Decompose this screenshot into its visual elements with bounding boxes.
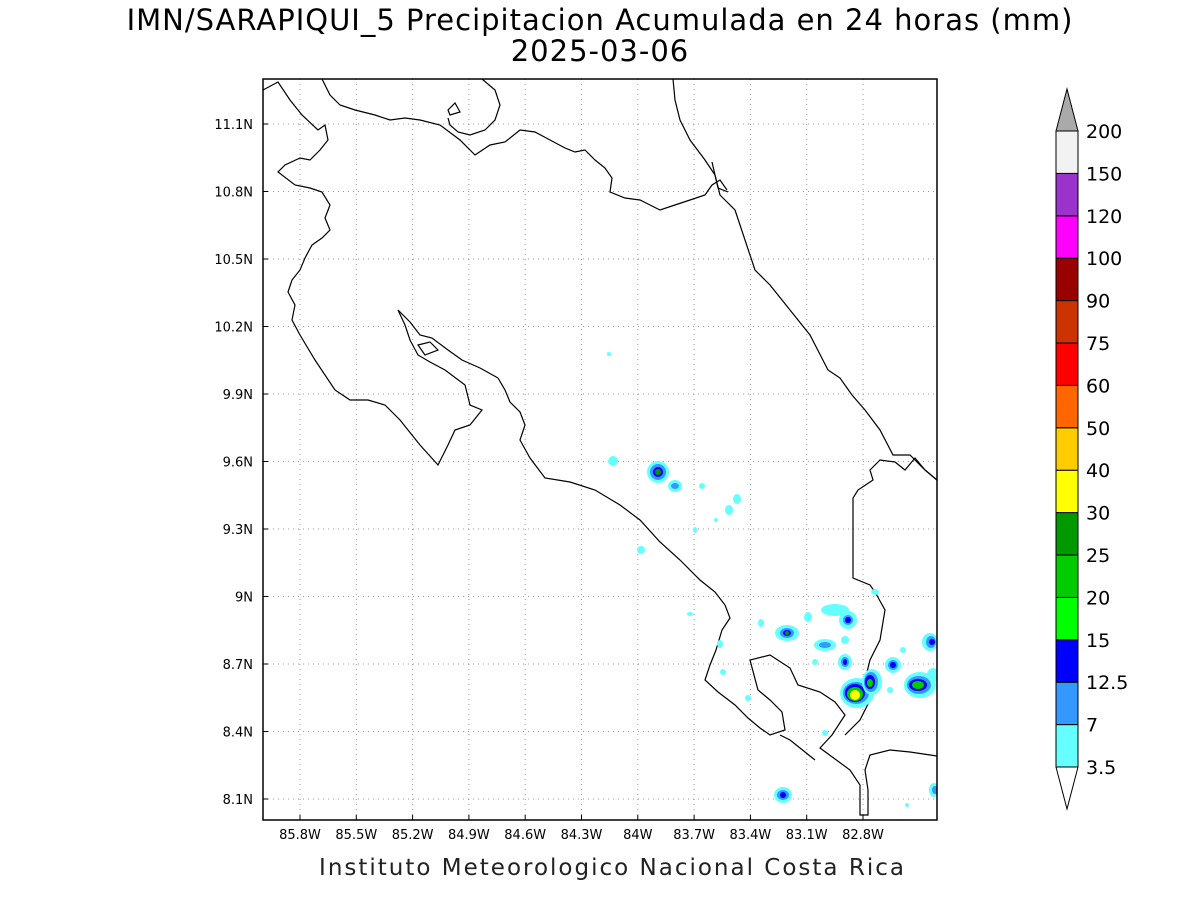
colorbar-label: 7 xyxy=(1086,715,1098,737)
colorbar-label: 50 xyxy=(1086,418,1110,440)
lon-tick-label: 84.6W xyxy=(504,828,546,843)
lon-tick-label: 83.1W xyxy=(786,828,828,843)
lat-tick-label: 8.7N xyxy=(223,658,253,673)
lon-tick-label: 84.9W xyxy=(448,828,490,843)
colorbar-swatch xyxy=(1055,512,1079,556)
colorbar-swatch xyxy=(1055,596,1079,641)
colorbar-swatch xyxy=(1055,257,1079,302)
lat-tick-label: 10.2N xyxy=(214,321,253,336)
lat-tick-label: 9.3N xyxy=(223,523,253,538)
precipitation-overlay xyxy=(607,352,937,807)
lat-tick-label: 9.9N xyxy=(223,388,253,403)
colorbar-label: 120 xyxy=(1086,206,1122,228)
colorbar-swatch xyxy=(1055,172,1079,217)
lon-tick-label: 85.8W xyxy=(279,828,321,843)
colorbar-label: 25 xyxy=(1086,545,1110,567)
colorbar-swatch xyxy=(1055,342,1079,386)
colorbar-label: 40 xyxy=(1086,460,1110,482)
lon-tick-label: 83.7W xyxy=(673,828,715,843)
colorbar-label: 150 xyxy=(1086,163,1122,185)
lon-tick-label: 82.8W xyxy=(842,828,884,843)
colorbar-swatch xyxy=(1055,639,1079,683)
colorbar-swatch xyxy=(1055,130,1079,174)
colorbar-label: 60 xyxy=(1086,375,1110,397)
longitude-tick-labels: 85.8W 85.5W 85.2W 84.9W 84.6W 84.3W 84W 83.7W 83… xyxy=(279,815,884,843)
lat-tick-label: 10.5N xyxy=(214,253,253,268)
lat-tick-label: 8.4N xyxy=(223,726,253,741)
footer-credit: Instituto Meteorologico Nacional Costa R… xyxy=(319,855,906,881)
colorbar-swatch xyxy=(1055,384,1079,429)
colorbar-label: 12.5 xyxy=(1086,672,1128,694)
colorbar-swatch xyxy=(1055,469,1079,514)
colorbar-label: 3.5 xyxy=(1086,757,1116,779)
colorbar-label: 90 xyxy=(1086,291,1110,313)
colorbar-swatch xyxy=(1055,300,1079,344)
colorbar-bottom-arrow xyxy=(1055,766,1079,811)
lat-tick-label: 11.1N xyxy=(214,118,253,133)
colorbar-label: 20 xyxy=(1086,587,1110,609)
map-date: 2025-03-06 xyxy=(510,34,690,68)
lon-tick-label: 85.5W xyxy=(335,828,377,843)
colorbar-label: 30 xyxy=(1086,503,1110,525)
lon-tick-label: 85.2W xyxy=(392,828,434,843)
lat-tick-label: 9.6N xyxy=(223,456,253,471)
colorbar-swatch xyxy=(1055,681,1079,726)
map-title: IMN/SARAPIQUI_5 Precipitacion Acumulada … xyxy=(126,3,1074,37)
colorbar-swatch xyxy=(1055,427,1079,471)
lon-tick-label: 84.3W xyxy=(561,828,603,843)
colorbar-swatch xyxy=(1055,554,1079,598)
colorbar-swatch xyxy=(1055,215,1079,259)
colorbar-label: 200 xyxy=(1086,121,1122,143)
lon-tick-label: 84W xyxy=(623,828,653,843)
colorbar-top-arrow xyxy=(1055,87,1079,132)
lon-tick-label: 83.4W xyxy=(729,828,771,843)
map-frame xyxy=(262,78,938,821)
colorbar-label: 15 xyxy=(1086,630,1110,652)
map-grid xyxy=(263,79,937,820)
lat-tick-label: 9N xyxy=(235,591,253,606)
lat-tick-label: 8.1N xyxy=(223,793,253,808)
latitude-tick-labels: 11.1N 10.8N 10.5N 10.2N 9.9N 9.6N 9.3N 9N 8.7N 8.… xyxy=(214,118,268,808)
lat-tick-label: 10.8N xyxy=(214,186,253,201)
colorbar-label: 100 xyxy=(1086,248,1122,270)
coastline xyxy=(263,79,937,816)
colorbar: 3.5 7 12.5 15 20 25 30 40 50 60 75 90 100 120 150 200 xyxy=(1055,87,1128,811)
colorbar-swatch xyxy=(1055,724,1079,768)
colorbar-label: 75 xyxy=(1086,333,1110,355)
